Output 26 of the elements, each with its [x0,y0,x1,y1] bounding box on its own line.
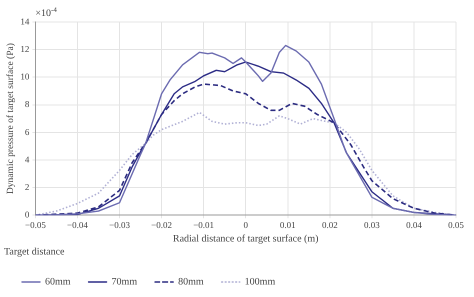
x-axis-title: Radial distance of target surface (m) [172,234,318,245]
x-tick-label: 0.02 [322,220,338,230]
y-axis-title: Dynamic pressure of target surface (Pa) [6,43,16,194]
x-tick-label: 0.01 [280,220,296,230]
x-tick-label: −0.03 [109,220,130,230]
x-tick-label: −0.01 [193,220,214,230]
y-tick-label: 12 [20,44,30,54]
x-tick-label: −0.05 [24,220,46,230]
y-tick-label: 14 [20,16,30,26]
y-tick-label: 8 [24,99,30,110]
x-tick-label: 0.04 [406,220,422,230]
y-tick-label: 2 [24,182,30,192]
y-tick-label: 4 [24,154,30,164]
x-tick-label: 0.03 [364,220,380,230]
x-tick-label: 0 [243,220,248,230]
x-tick-label: 0.05 [448,220,464,230]
legend-title: Target distance [4,246,66,258]
x-tick-label: −0.04 [67,220,88,230]
legend-label: 60mm [45,276,71,288]
legend-label: 70mm [112,276,138,288]
y-tick-label: 0 [24,210,30,220]
legend-label: 100mm [244,276,276,288]
x-tick-label: −0.02 [151,220,172,230]
y-tick-label: 10 [20,72,30,82]
legend-label: 80mm [178,276,204,288]
y-tick-label: 6 [24,126,30,137]
